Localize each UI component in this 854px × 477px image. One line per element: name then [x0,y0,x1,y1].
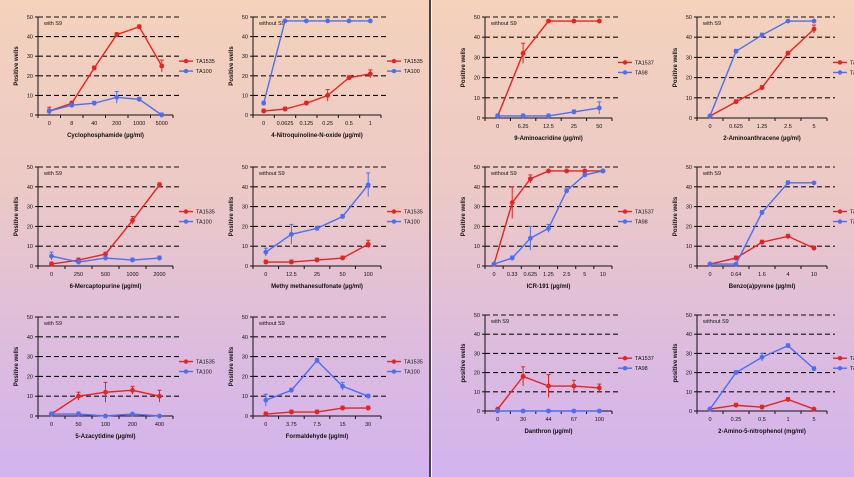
panel-divider [429,0,431,477]
left-chart-panel [0,0,430,477]
right-chart-panel [432,0,854,477]
